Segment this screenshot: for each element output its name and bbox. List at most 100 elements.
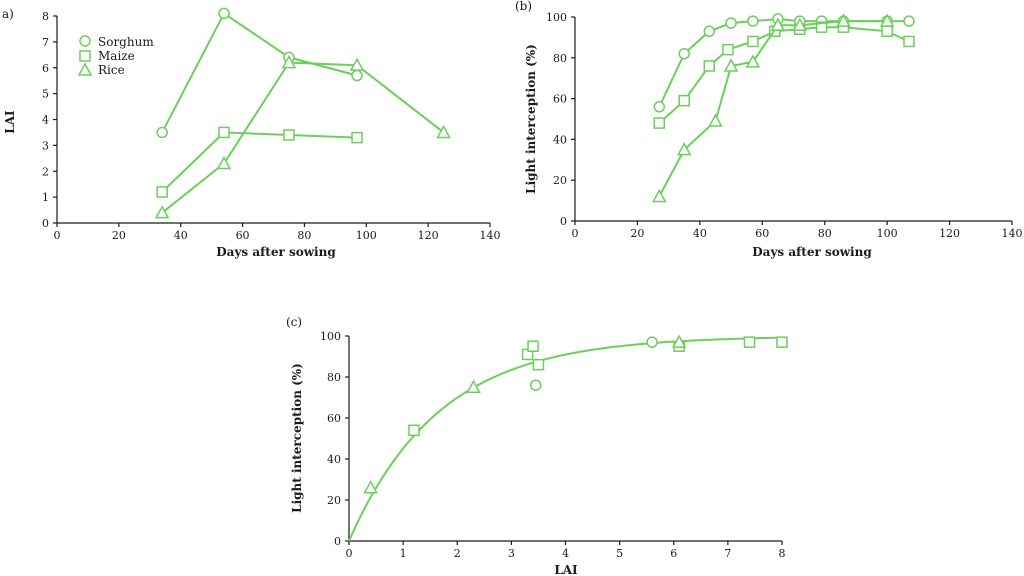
panel-a-rice-point xyxy=(281,55,297,69)
panel-c-x-tick-label: 4 xyxy=(562,547,569,560)
panel-b-rice-line xyxy=(658,20,888,197)
panel-b-x-tick-label: 80 xyxy=(818,227,832,240)
panel-b-y-axis-title: Light interception (%) xyxy=(524,44,538,194)
panel-b-rice-point xyxy=(723,58,739,72)
panel-a-y-tick-label: 1 xyxy=(42,191,49,204)
panel-b-x-tick-label: 100 xyxy=(877,227,898,240)
panel-b-sorghum-point xyxy=(903,15,915,27)
panel-a-y-tick-label: 2 xyxy=(42,165,49,178)
panel-b-maize-point xyxy=(722,43,734,56)
panel-b-sorghum-point xyxy=(747,15,759,27)
panel-b-maize-point xyxy=(881,25,893,38)
panel-a-x-tick-label: 0 xyxy=(54,229,61,242)
panel-a-series xyxy=(154,7,451,219)
panel-b-rice-point xyxy=(770,17,786,31)
panel-c-maize-point xyxy=(527,340,539,352)
panel-b-maize-point xyxy=(903,35,915,48)
legend: Sorghum Maize Rice xyxy=(77,35,154,77)
panel-c-sorghum-point xyxy=(529,379,542,391)
panel-c-series xyxy=(348,334,788,542)
panel-a-label: a) xyxy=(2,7,14,21)
panel-a-sorghum-point xyxy=(156,126,168,139)
panel-a-maize-point xyxy=(351,131,363,144)
panel-b-y-tick-label: 40 xyxy=(553,133,567,146)
panel-c-x-tick-label: 3 xyxy=(508,547,515,560)
panel-a-x-tick-label: 120 xyxy=(418,229,439,242)
panel-a-lai-vs-days: a) 0 20 40 60 80 100 120 140 0 1 2 3 4 5 6 7 8 Days afte… xyxy=(2,7,501,259)
panel-a-x-tick-label: 60 xyxy=(236,229,250,242)
panel-c-x-tick-label: 2 xyxy=(454,547,461,560)
panel-a-x-tick-label: 20 xyxy=(112,229,126,242)
panel-b-sorghum-line xyxy=(658,17,909,108)
panel-b-y-tick-label: 80 xyxy=(553,52,567,65)
panel-c-rice-point xyxy=(363,480,378,494)
panel-c-y-tick-label: 100 xyxy=(320,330,341,343)
panel-a-sorghum-point xyxy=(351,69,363,82)
panel-b-y-tick-label: 20 xyxy=(553,174,567,187)
legend-marker-square xyxy=(79,50,91,62)
panel-b-x-tick-label: 40 xyxy=(693,227,707,240)
panel-a-maize-point xyxy=(218,126,230,139)
panel-c-x-tick-label: 8 xyxy=(779,547,786,560)
panel-a-sorghum-line xyxy=(161,11,358,133)
panel-b-rice-point xyxy=(708,113,723,127)
panel-a-x-tick-label: 100 xyxy=(356,229,377,242)
legend-marker-circle xyxy=(79,35,91,47)
panel-b-sorghum-point xyxy=(703,25,715,38)
panel-b-maize-point xyxy=(653,117,666,129)
panel-b-rice-point xyxy=(879,13,895,27)
panel-b-x-tick-label: 140 xyxy=(1002,227,1023,240)
legend-entry-rice: Rice xyxy=(77,62,125,77)
panel-a-maize-point xyxy=(156,186,168,198)
legend-label-sorghum: Sorghum xyxy=(98,35,154,49)
panel-b-sorghum-point xyxy=(678,47,690,60)
panel-c-y-tick-label: 20 xyxy=(327,494,341,507)
panel-a-y-tick-label: 6 xyxy=(42,62,49,75)
panel-a-rice-point xyxy=(349,57,365,71)
panel-c-x-tick-label: 0 xyxy=(346,547,353,560)
panel-a-y-axis-title: LAI xyxy=(3,110,17,134)
panel-a-ticks: 0 20 40 60 80 100 120 140 0 1 2 3 4 5 6 7 8 xyxy=(42,10,501,242)
panel-a-rice-point xyxy=(154,205,170,219)
panel-a-y-tick-label: 4 xyxy=(42,114,49,127)
panel-b-rice-point xyxy=(745,54,761,68)
panel-a-maize-point xyxy=(283,129,295,141)
panel-b-y-tick-label: 100 xyxy=(546,11,567,24)
panel-a-y-tick-label: 0 xyxy=(42,217,49,230)
panel-c-label: (c) xyxy=(286,315,302,329)
panel-b-x-tick-label: 60 xyxy=(755,227,769,240)
panel-b-x-tick-label: 20 xyxy=(630,227,644,240)
panel-a-maize-line xyxy=(161,131,358,193)
panel-a-x-axis-title: Days after sowing xyxy=(216,245,336,259)
panel-c-x-tick-label: 7 xyxy=(724,547,731,560)
legend-entry-sorghum: Sorghum xyxy=(79,35,154,49)
legend-marker-triangle xyxy=(77,62,93,76)
panel-b-y-tick-label: 60 xyxy=(553,93,567,106)
panel-c-maize-point xyxy=(743,336,756,348)
legend-label-maize: Maize xyxy=(98,49,135,63)
panel-b-sorghum-point xyxy=(725,17,737,29)
panel-b-rice-point xyxy=(676,142,692,156)
panel-b-x-tick-label: 0 xyxy=(572,227,579,240)
panel-a-x-tick-label: 140 xyxy=(480,229,501,242)
panel-b-sorghum-point xyxy=(653,101,666,113)
panel-c-maize-point xyxy=(408,424,420,437)
panel-b-label: (b) xyxy=(515,0,532,13)
panel-b-light-interception-vs-days: (b) 0 20 40 60 80 100 120 140 0 20 40 60 80 100 Days … xyxy=(515,0,1023,259)
panel-c-y-tick-label: 60 xyxy=(327,412,341,425)
legend-entry-maize: Maize xyxy=(79,49,135,63)
panel-a-x-tick-label: 40 xyxy=(174,229,188,242)
panel-c-rice-point xyxy=(671,334,687,348)
panel-a-sorghum-point xyxy=(218,7,230,20)
panel-b-maize-point xyxy=(703,60,715,72)
panel-c-y-tick-label: 40 xyxy=(327,453,341,466)
panel-b-ticks: 0 20 40 60 80 100 120 140 0 20 40 60 80 100 xyxy=(546,11,1023,240)
legend-label-rice: Rice xyxy=(98,63,125,77)
panel-c-y-axis-title: Light interception (%) xyxy=(290,363,304,513)
panel-b-rice-point xyxy=(652,188,667,203)
panel-c-x-tick-label: 5 xyxy=(616,547,623,560)
panel-a-y-tick-label: 7 xyxy=(42,36,49,49)
